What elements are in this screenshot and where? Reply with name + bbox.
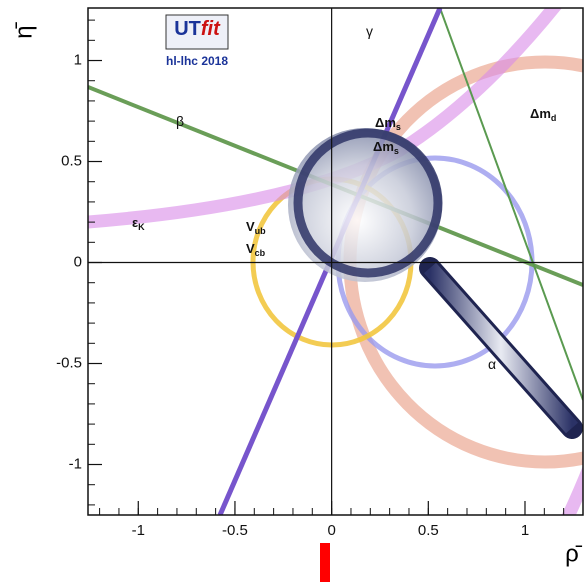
fit-region — [288, 128, 442, 282]
frame — [87, 7, 584, 516]
y-tick-label: -1 — [69, 455, 82, 472]
x-tick-label: 0 — [327, 522, 335, 539]
annotation: α — [488, 356, 496, 372]
annotation: Δms — [375, 115, 401, 132]
annotation-text: β — [176, 113, 184, 129]
marker — [320, 543, 330, 582]
logo-subtitle: hl-lhc 2018 — [166, 54, 228, 68]
annotation: Δmd — [530, 106, 556, 123]
annotation-text: Δm — [373, 139, 394, 154]
annotation: γ — [366, 23, 373, 39]
annotation: Δms — [373, 139, 399, 156]
y-tick-label: 1 — [74, 51, 82, 68]
annotation-text: γ — [366, 23, 373, 39]
annotation-text: α — [488, 356, 496, 372]
y-tick-label: 0 — [74, 253, 82, 270]
lens-handle — [424, 262, 578, 434]
x-tick-label: 0.5 — [418, 522, 439, 539]
annotation-sub: s — [394, 146, 399, 156]
y-axis-label: η̄ — [10, 21, 37, 38]
logo: UTfit — [174, 18, 221, 40]
x-axis-label: ρ̄ — [565, 540, 583, 567]
annotation-text: Δm — [375, 115, 396, 130]
constraints — [88, 8, 583, 515]
y-tick-label: 0.5 — [61, 152, 82, 169]
annotation-sub: s — [396, 122, 401, 132]
annotation-text: V — [246, 219, 255, 234]
x-tick-label: -1 — [132, 522, 145, 539]
annotation: Vub — [246, 219, 266, 236]
annotation-text: Δm — [530, 106, 551, 121]
annotation-sub: cb — [255, 248, 266, 258]
annotation: β — [176, 113, 184, 129]
logo-box — [165, 14, 229, 50]
annotation-text: V — [246, 241, 255, 256]
x-tick-label: 1 — [521, 522, 529, 539]
y-tick-label: -0.5 — [56, 354, 82, 371]
x-tick-label: -0.5 — [222, 522, 248, 539]
logo-suffix: fit — [201, 18, 221, 40]
annotation-sub: K — [138, 222, 145, 232]
annotation: Vcb — [246, 241, 266, 258]
logo-prefix: UT — [174, 18, 201, 40]
lens-ring — [293, 128, 443, 278]
annotation-text: ε — [132, 215, 138, 230]
annotation-sub: d — [551, 113, 557, 123]
annotation-sub: ub — [255, 226, 266, 236]
alpha-line — [439, 8, 583, 401]
annotation: εK — [132, 215, 145, 232]
